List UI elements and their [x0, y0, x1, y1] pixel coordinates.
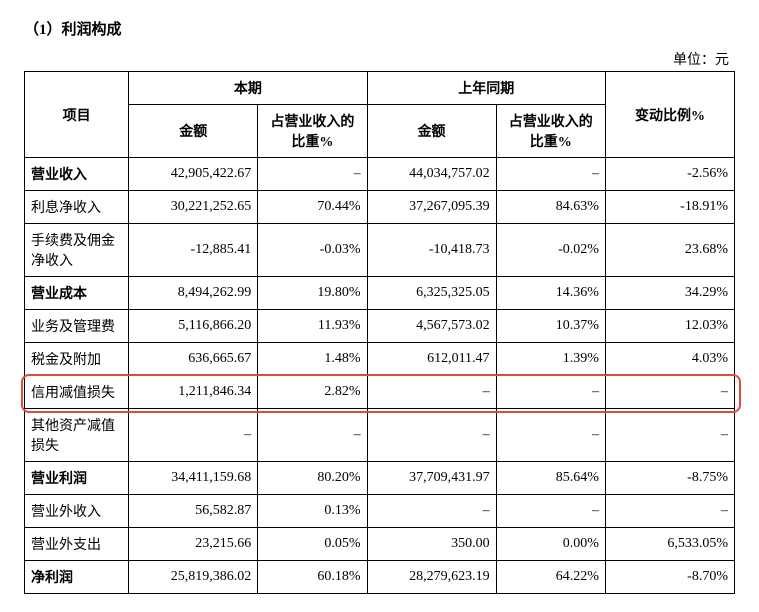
cell: 营业收入 — [25, 158, 129, 191]
cell: -18.91% — [605, 191, 734, 224]
table-row: 净利润25,819,386.0260.18%28,279,623.1964.22… — [25, 561, 735, 594]
cell: – — [496, 158, 605, 191]
cell: -12,885.41 — [129, 224, 258, 277]
cell: 612,011.47 — [367, 343, 496, 376]
table-row: 业务及管理费5,116,866.2011.93%4,567,573.0210.3… — [25, 310, 735, 343]
cell: 6,533.05% — [605, 528, 734, 561]
cell: 1,211,846.34 — [129, 376, 258, 409]
cell: 4.03% — [605, 343, 734, 376]
cell: 84.63% — [496, 191, 605, 224]
cell: -10,418.73 — [367, 224, 496, 277]
table-row: 营业收入42,905,422.67–44,034,757.02–-2.56% — [25, 158, 735, 191]
cell: – — [496, 409, 605, 462]
cell: 37,267,095.39 — [367, 191, 496, 224]
table-row: 手续费及佣金净收入-12,885.41-0.03%-10,418.73-0.02… — [25, 224, 735, 277]
cell: – — [258, 409, 367, 462]
table-row: 信用减值损失1,211,846.342.82%––– — [25, 376, 735, 409]
cell: 1.39% — [496, 343, 605, 376]
cell: 8,494,262.99 — [129, 277, 258, 310]
cell: – — [605, 376, 734, 409]
cell: 营业外支出 — [25, 528, 129, 561]
cell: 0.05% — [258, 528, 367, 561]
table-row: 营业外支出23,215.660.05%350.000.00%6,533.05% — [25, 528, 735, 561]
cell: 0.13% — [258, 495, 367, 528]
section-heading: （1）利润构成 — [24, 18, 735, 39]
cell: -2.56% — [605, 158, 734, 191]
cell: 12.03% — [605, 310, 734, 343]
cell: 1.48% — [258, 343, 367, 376]
cell: 56,582.87 — [129, 495, 258, 528]
cell: 0.00% — [496, 528, 605, 561]
cell: – — [258, 158, 367, 191]
col-header-item: 项目 — [25, 72, 129, 158]
cell: 19.80% — [258, 277, 367, 310]
cell: 营业外收入 — [25, 495, 129, 528]
cell: 税金及附加 — [25, 343, 129, 376]
cell: 5,116,866.20 — [129, 310, 258, 343]
cell: 34.29% — [605, 277, 734, 310]
cell: 30,221,252.65 — [129, 191, 258, 224]
profit-composition-table: 项目 本期 上年同期 变动比例% 金额 占营业收入的比重% 金额 占营业收入的比… — [24, 71, 735, 594]
cell: 25,819,386.02 — [129, 561, 258, 594]
cell: – — [367, 409, 496, 462]
cell: 业务及管理费 — [25, 310, 129, 343]
cell: 70.44% — [258, 191, 367, 224]
cell: 14.36% — [496, 277, 605, 310]
cell: -8.75% — [605, 462, 734, 495]
cell: 净利润 — [25, 561, 129, 594]
cell: 37,709,431.97 — [367, 462, 496, 495]
cell: 64.22% — [496, 561, 605, 594]
cell: 636,665.67 — [129, 343, 258, 376]
cell: – — [367, 495, 496, 528]
cell: 28,279,623.19 — [367, 561, 496, 594]
col-header-current-pct: 占营业收入的比重% — [258, 105, 367, 158]
cell: 2.82% — [258, 376, 367, 409]
cell: 11.93% — [258, 310, 367, 343]
cell: 营业成本 — [25, 277, 129, 310]
header-row-1: 项目 本期 上年同期 变动比例% — [25, 72, 735, 105]
cell: 60.18% — [258, 561, 367, 594]
cell: 信用减值损失 — [25, 376, 129, 409]
cell: 23.68% — [605, 224, 734, 277]
cell: 23,215.66 — [129, 528, 258, 561]
cell: – — [605, 409, 734, 462]
cell: – — [496, 495, 605, 528]
cell: 6,325,325.05 — [367, 277, 496, 310]
table-row: 利息净收入30,221,252.6570.44%37,267,095.3984.… — [25, 191, 735, 224]
col-header-prior-pct: 占营业收入的比重% — [496, 105, 605, 158]
cell: 利息净收入 — [25, 191, 129, 224]
cell: 34,411,159.68 — [129, 462, 258, 495]
cell: – — [129, 409, 258, 462]
cell: – — [605, 495, 734, 528]
cell: 85.64% — [496, 462, 605, 495]
unit-label: 单位：元 — [24, 49, 735, 69]
col-header-current: 本期 — [129, 72, 367, 105]
table-container: 项目 本期 上年同期 变动比例% 金额 占营业收入的比重% 金额 占营业收入的比… — [24, 71, 735, 594]
cell: -8.70% — [605, 561, 734, 594]
cell: 手续费及佣金净收入 — [25, 224, 129, 277]
cell: 42,905,422.67 — [129, 158, 258, 191]
col-header-current-amount: 金额 — [129, 105, 258, 158]
col-header-prior-amount: 金额 — [367, 105, 496, 158]
table-row: 税金及附加636,665.671.48%612,011.471.39%4.03% — [25, 343, 735, 376]
cell: – — [367, 376, 496, 409]
cell: – — [496, 376, 605, 409]
cell: 80.20% — [258, 462, 367, 495]
table-row: 其他资产减值损失––––– — [25, 409, 735, 462]
cell: 营业利润 — [25, 462, 129, 495]
cell: 4,567,573.02 — [367, 310, 496, 343]
cell: 其他资产减值损失 — [25, 409, 129, 462]
table-row: 营业利润34,411,159.6880.20%37,709,431.9785.6… — [25, 462, 735, 495]
table-row: 营业成本8,494,262.9919.80%6,325,325.0514.36%… — [25, 277, 735, 310]
col-header-prior: 上年同期 — [367, 72, 605, 105]
cell: -0.03% — [258, 224, 367, 277]
cell: -0.02% — [496, 224, 605, 277]
table-row: 营业外收入56,582.870.13%––– — [25, 495, 735, 528]
cell: 44,034,757.02 — [367, 158, 496, 191]
cell: 350.00 — [367, 528, 496, 561]
col-header-change: 变动比例% — [605, 72, 734, 158]
cell: 10.37% — [496, 310, 605, 343]
